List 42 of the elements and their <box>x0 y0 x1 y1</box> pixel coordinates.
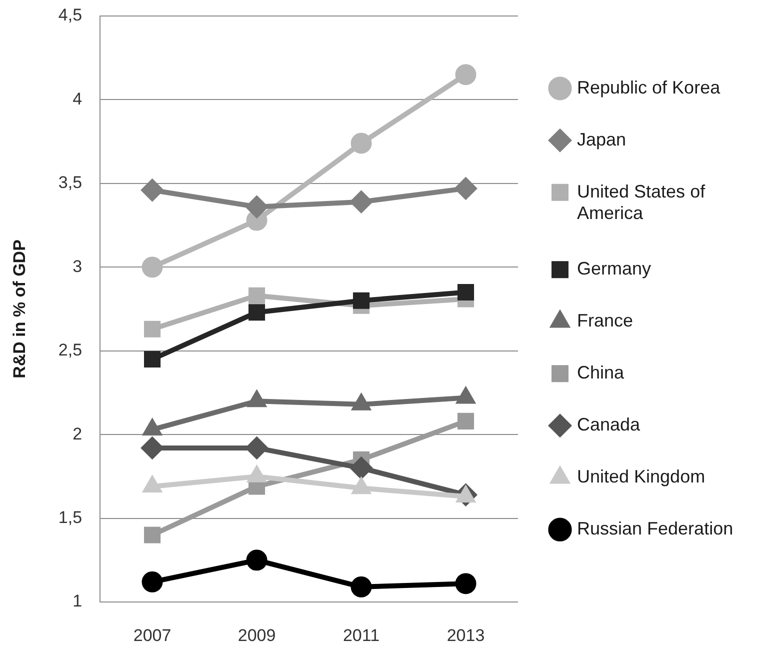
point <box>144 320 161 338</box>
point <box>455 573 476 594</box>
legend-label: Russian Federation <box>577 518 734 539</box>
point <box>140 178 164 202</box>
y-tick-label: 1 <box>72 592 82 611</box>
y-tick-label: 4 <box>72 89 82 108</box>
point <box>144 350 161 368</box>
x-tick-label: 2007 <box>133 626 172 645</box>
y-axis-title: R&D in % of GDP <box>10 240 29 378</box>
point <box>350 456 373 480</box>
y-tick-label: 3,5 <box>58 173 82 192</box>
point <box>248 287 266 304</box>
x-tick-label: 2011 <box>342 626 380 645</box>
legend-label: United States of America <box>577 181 706 223</box>
point <box>350 190 373 214</box>
point <box>457 412 474 430</box>
point <box>457 284 474 301</box>
point <box>352 292 370 309</box>
legend-label: China <box>577 362 626 383</box>
x-tick-label: 2013 <box>446 626 485 645</box>
y-tick-label: 3 <box>72 256 82 276</box>
y-tick-label: 2 <box>72 424 82 444</box>
point <box>142 571 163 592</box>
y-tick-label: 1,5 <box>58 508 82 527</box>
point <box>246 550 268 571</box>
point <box>454 176 478 200</box>
y-tick-label: 2,5 <box>58 340 82 360</box>
point <box>455 64 476 86</box>
y-tick-label: 4,5 <box>58 6 82 25</box>
point <box>142 256 163 278</box>
point <box>144 526 161 544</box>
legend-label: United Kingdom <box>577 466 706 487</box>
point <box>350 576 372 598</box>
point <box>248 304 266 321</box>
legend-label: Canada <box>577 414 642 435</box>
point <box>350 132 372 154</box>
legend-label: France <box>577 310 634 331</box>
x-tick-label: 2009 <box>238 626 276 645</box>
point <box>245 195 268 218</box>
legend-label: Germany <box>577 258 652 279</box>
legend-label: Japan <box>577 129 626 150</box>
legend-label: Republic of Korea <box>577 77 722 98</box>
